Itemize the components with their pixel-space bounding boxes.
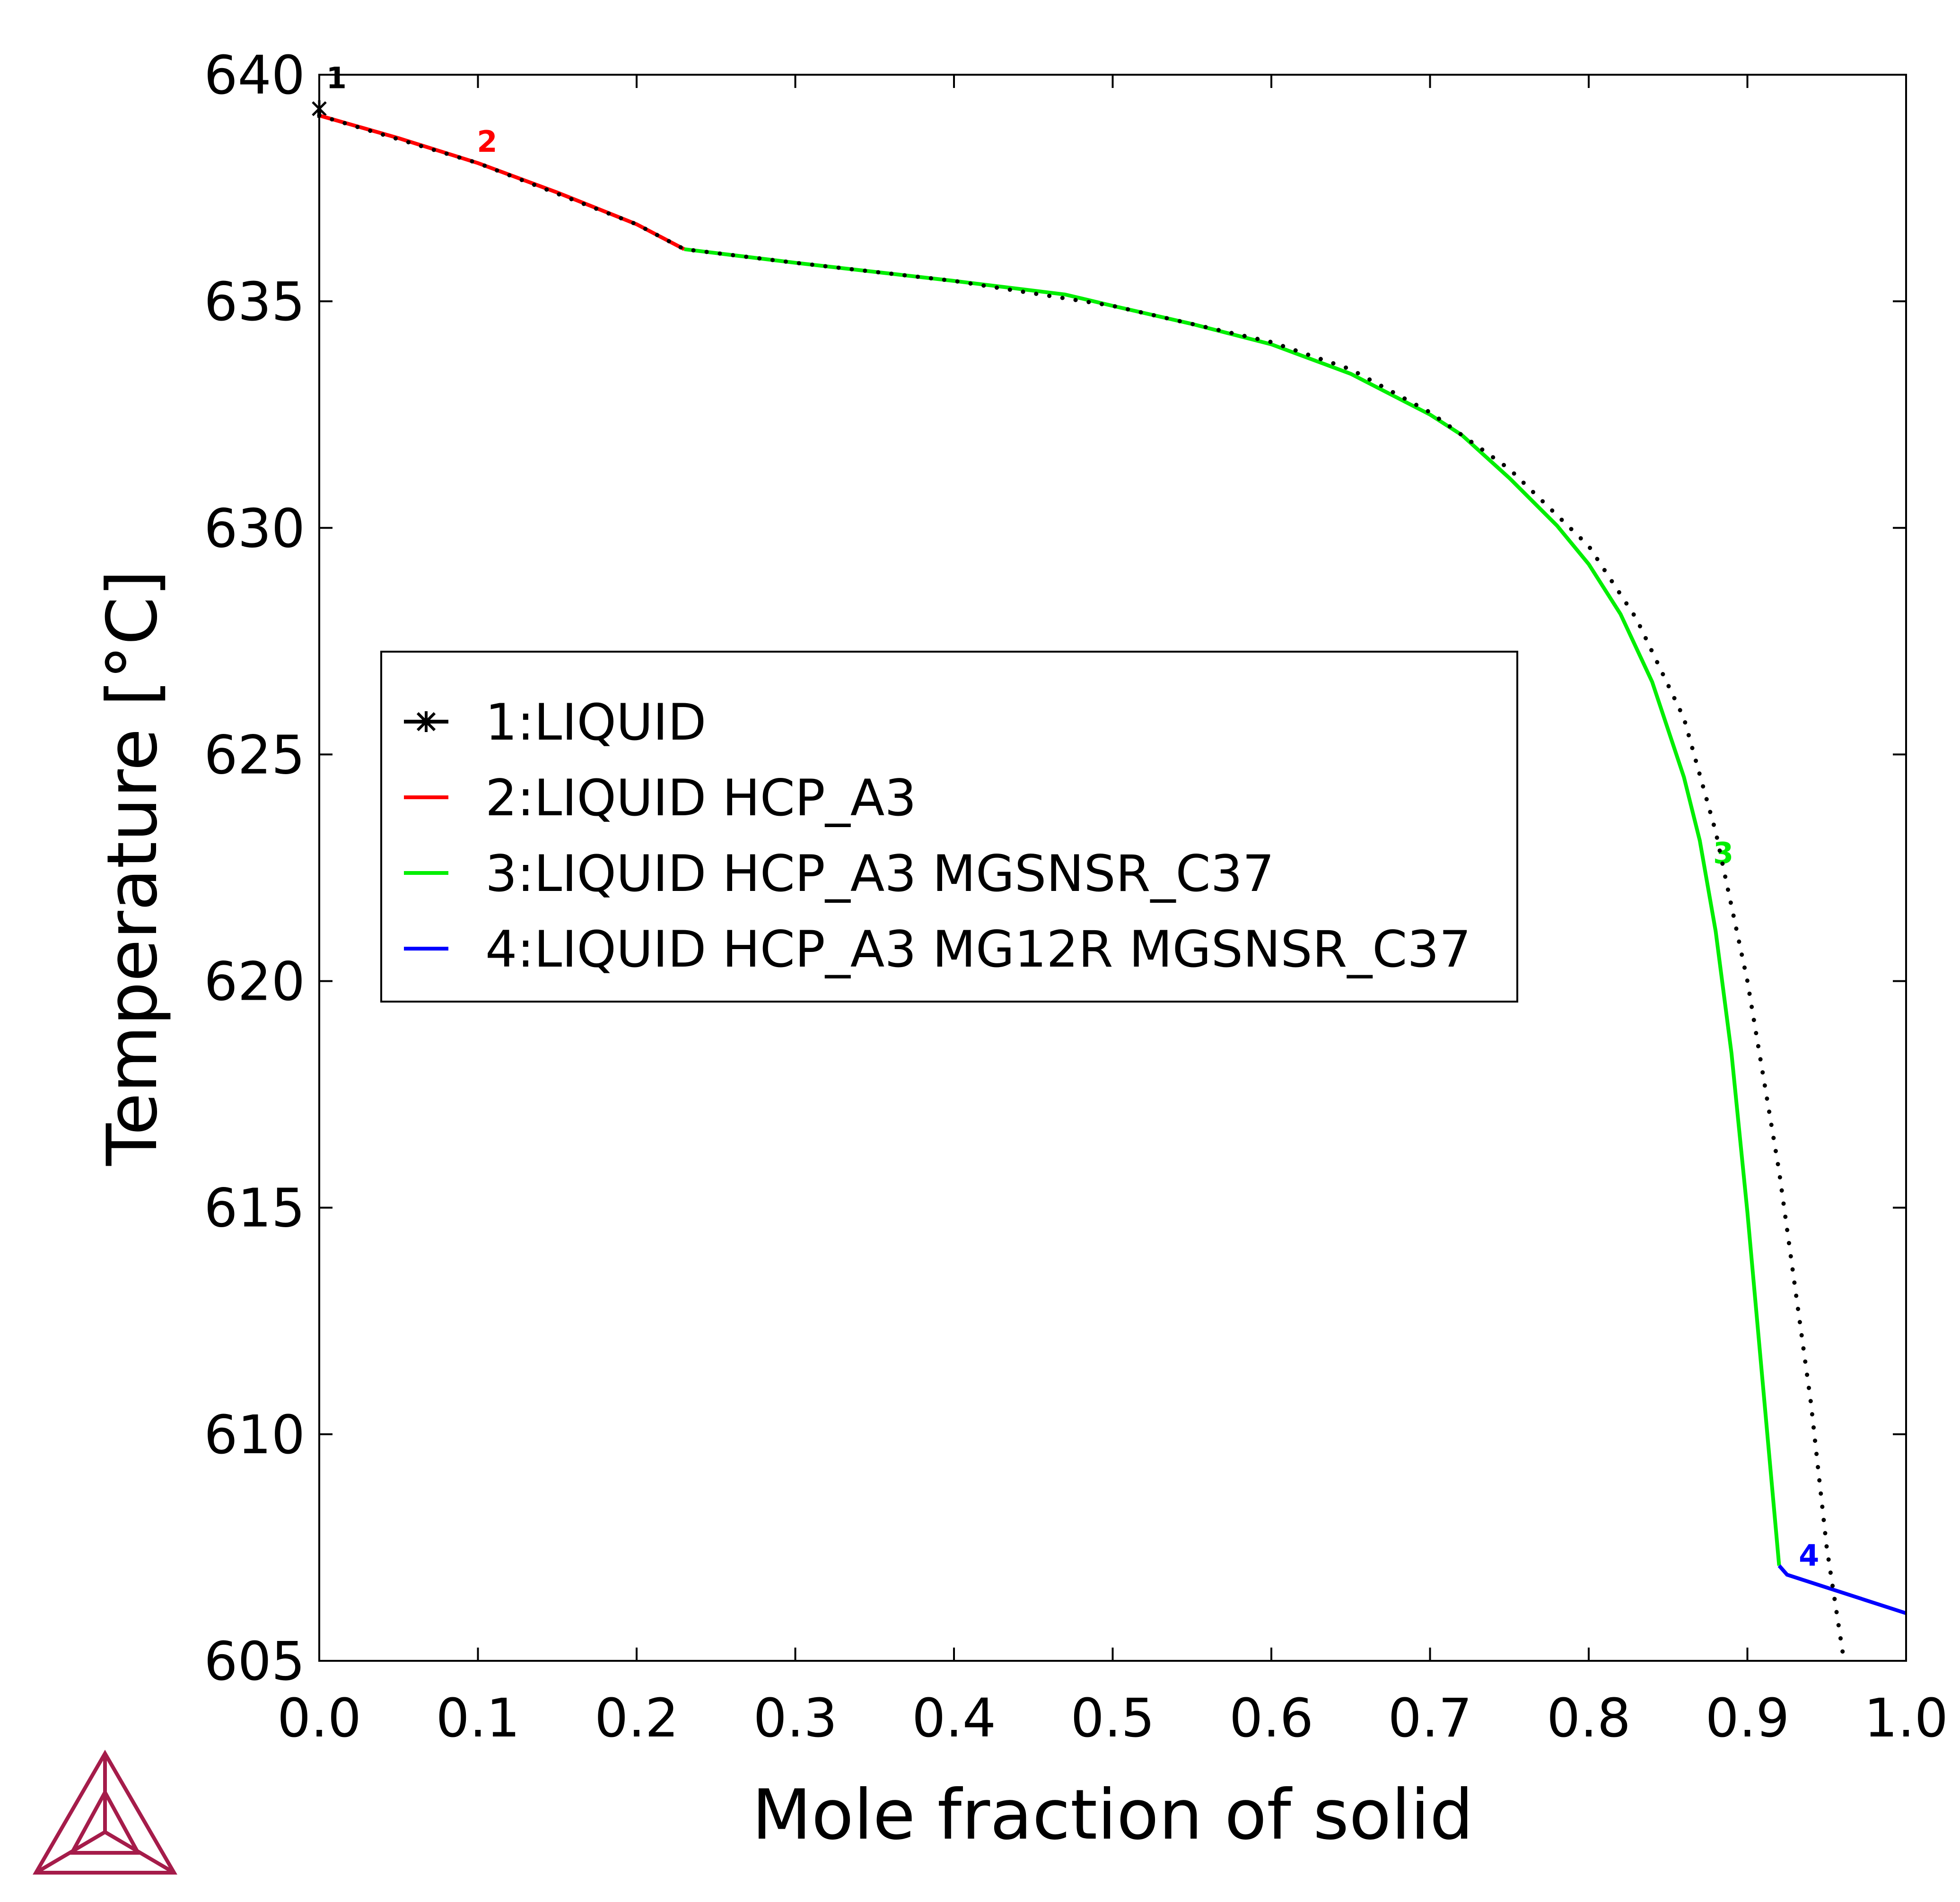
y-tick-label: 640 — [204, 45, 305, 106]
legend-star-icon — [416, 711, 436, 732]
curve-label-4: 4 — [1799, 1538, 1819, 1573]
y-tick-label: 625 — [204, 724, 305, 786]
legend-label-4: 4:LIQUID HCP_A3 MG12R MGSNSR_C37 — [485, 920, 1471, 978]
y-tick-label: 620 — [204, 951, 305, 1013]
axis-ticks: 0.0 0.1 0.2 0.3 0.4 0.5 0.6 0.7 0.8 0.9 1.0 605 610 6… — [204, 45, 1948, 1749]
x-tick-label: 0.1 — [436, 1688, 520, 1749]
plot-frame — [318, 74, 1907, 1662]
x-tick-label: 0.2 — [595, 1688, 679, 1749]
y-tick-label: 630 — [204, 498, 305, 559]
y-tick-label: 615 — [204, 1178, 305, 1239]
legend-label-1: 1:LIQUID — [485, 693, 706, 751]
series-line-4 — [1777, 1564, 1907, 1615]
y-tick-label: 610 — [204, 1405, 305, 1466]
legend: 1:LIQUID 2:LIQUID HCP_A3 3:LIQUID HCP_A3 M… — [380, 651, 1518, 1003]
x-axis-title: Mole fraction of solid — [752, 1775, 1474, 1855]
y-axis-title: Temperature [°C] — [92, 570, 173, 1166]
legend-label-2: 2:LIQUID HCP_A3 — [485, 769, 917, 827]
x-tick-label: 0.4 — [912, 1688, 996, 1749]
x-tick-label: 1.0 — [1864, 1688, 1948, 1749]
x-tick-label: 0.6 — [1229, 1688, 1313, 1749]
x-tick-label: 0.0 — [277, 1688, 361, 1749]
y-tick-label: 605 — [204, 1631, 305, 1693]
x-tick-label: 0.9 — [1705, 1688, 1789, 1749]
x-tick-label: 0.5 — [1070, 1688, 1155, 1749]
thermo-calc-logo-icon — [33, 1750, 177, 1875]
legend-box — [380, 651, 1518, 1003]
x-tick-label: 0.8 — [1547, 1688, 1631, 1749]
x-tick-label: 0.7 — [1388, 1688, 1472, 1749]
x-tick-label: 0.3 — [753, 1688, 837, 1749]
curve-label-1: 1 — [326, 61, 347, 96]
curve-label-2: 2 — [477, 124, 497, 159]
legend-label-3: 3:LIQUID HCP_A3 MGSNSR_C37 — [485, 845, 1274, 903]
series-line-2 — [318, 113, 685, 251]
fraction-curve-dotted — [317, 113, 1845, 1654]
y-tick-label: 635 — [204, 271, 305, 333]
